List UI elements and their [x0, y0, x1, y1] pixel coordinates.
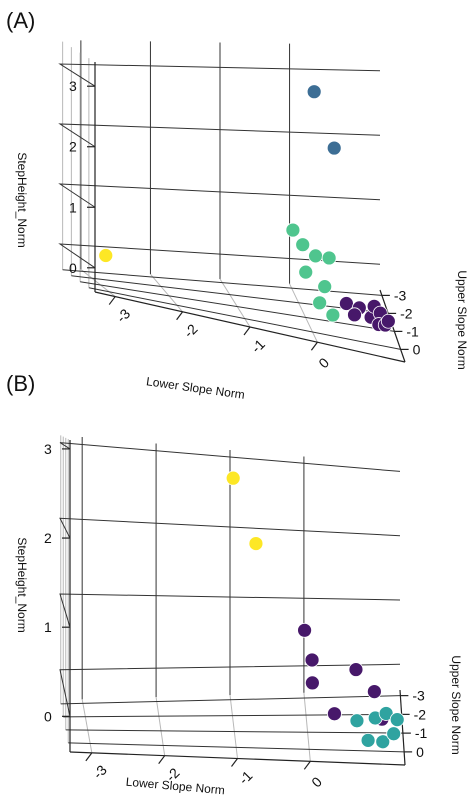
x-tick-mark [176, 311, 184, 321]
x-tick-label: -1 [248, 336, 268, 356]
z-tick-label: 0 [69, 260, 77, 276]
gridline-floor-y [71, 275, 389, 314]
data-point [306, 84, 322, 100]
x-axis-title: Lower Slope Norm [125, 775, 225, 798]
data-point [225, 470, 241, 486]
x-tick-label: 0 [315, 354, 332, 371]
x-tick-label: 0 [308, 773, 325, 790]
z-axis-title: StepHeight_Norm [15, 537, 29, 632]
data-point [295, 237, 311, 253]
data-point [304, 652, 320, 668]
data-point [248, 536, 264, 551]
data-point [325, 307, 341, 323]
data-point [375, 734, 391, 750]
gridline-z [59, 442, 401, 472]
data-point [98, 248, 114, 263]
z-tick-label: 0 [44, 708, 52, 724]
x-tick-label: -3 [113, 305, 133, 325]
z-tick-label: 3 [69, 78, 77, 94]
data-point [298, 264, 314, 280]
x-tick-mark [243, 326, 251, 336]
data-point [389, 712, 405, 728]
z-tick-label: 1 [44, 619, 52, 635]
data-point [327, 706, 342, 722]
y-tick-label: -3 [394, 287, 407, 303]
gridline-floor-x [81, 699, 93, 753]
panel-a: (A) 0 1 2 3 -3 -2 -1 0 -3 -2 -1 0 StepHeight_Norm Lowe… [6, 8, 469, 402]
x-axis-title: Lower Slope Norm [145, 374, 245, 402]
data-point [304, 675, 320, 691]
x-tick-label: -1 [235, 767, 255, 787]
gridline-floor-x [219, 278, 251, 328]
gridline-z [58, 243, 381, 269]
y-tick-label: 0 [413, 341, 421, 357]
data-point [378, 706, 394, 721]
y-tick-label: -1 [415, 725, 428, 741]
y-axis-line [399, 689, 406, 766]
y-axis-title: Upper Slope Norm [449, 655, 463, 754]
gridline-z [58, 183, 381, 208]
gridline-floor-y [60, 695, 401, 705]
x-tick-mark [85, 752, 93, 762]
x-tick-mark [158, 755, 166, 765]
y-tick-label: 0 [416, 744, 424, 760]
data-point [347, 307, 362, 323]
x-tick-mark [108, 296, 116, 305]
z-tick-label: 2 [44, 530, 52, 546]
gridline-floor-y [80, 281, 395, 332]
data-point [349, 713, 365, 729]
z-tick-label: 3 [44, 441, 52, 457]
gridline-floor-x [289, 283, 318, 343]
gridline-floor-y [65, 729, 403, 734]
z-axis-title: StepHeight_Norm [15, 152, 29, 247]
z-tick-label: 1 [69, 199, 77, 215]
gridline-floor-y [68, 742, 405, 753]
y-axis-title: Upper Slope Norm [455, 270, 469, 369]
x-tick-mark [231, 758, 238, 767]
data-point [366, 684, 382, 699]
gridline-z [59, 517, 401, 539]
x-tick-mark [303, 760, 311, 770]
gridline-z [58, 123, 381, 148]
y-tick-label: -2 [400, 305, 413, 321]
x-tick-label: -3 [90, 762, 110, 782]
data-point [321, 250, 337, 266]
gridline-z [59, 663, 401, 717]
y-tick-label: -1 [406, 323, 419, 339]
gridline-floor-y [62, 269, 382, 296]
y-tick-label: -3 [412, 688, 425, 704]
gridline-floor-x [155, 697, 166, 756]
data-point [308, 248, 323, 264]
panel-label: (A) [6, 8, 35, 33]
x-tick-label: -2 [180, 321, 200, 341]
data-point [386, 726, 402, 742]
data-point [326, 140, 342, 156]
gridline-floor-x [229, 694, 238, 759]
z-tick-label: 2 [69, 139, 77, 155]
gridline-z [59, 593, 401, 628]
data-point [348, 662, 364, 677]
gridline-floor-y [63, 713, 402, 718]
y-tick-label: -2 [414, 706, 427, 722]
gridline-z [58, 63, 381, 87]
x-tick-mark [310, 341, 318, 351]
data-point [360, 732, 376, 748]
gridline-floor-y [88, 287, 401, 350]
panel-label: (B) [6, 371, 35, 396]
data-point [380, 313, 396, 329]
gridline-floor-x [303, 692, 311, 762]
data-point [297, 622, 312, 638]
data-point [312, 295, 328, 311]
data-point [285, 222, 301, 238]
data-point [317, 279, 333, 295]
